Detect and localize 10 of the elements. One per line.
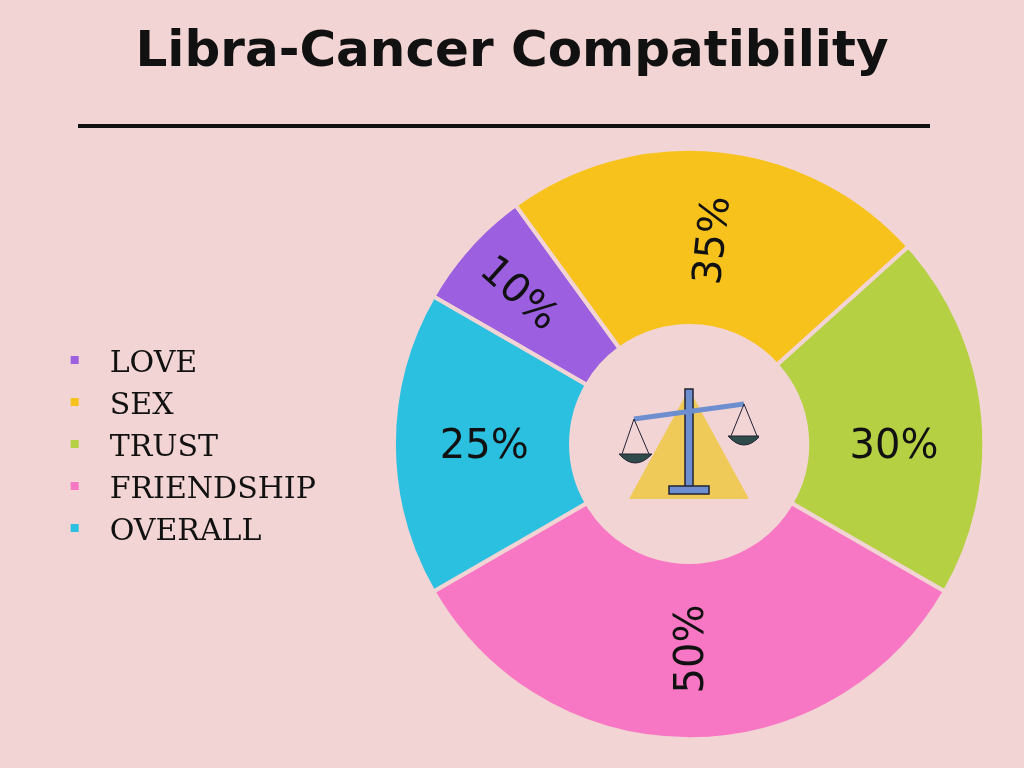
legend-label: OVERALL xyxy=(109,511,262,547)
data-label: 50% xyxy=(666,604,713,694)
data-label: 30% xyxy=(849,421,939,467)
data-label: 35% xyxy=(683,193,739,287)
legend-label: LOVE xyxy=(109,343,198,379)
data-label: 25% xyxy=(439,421,529,467)
chart-title: Libra-Cancer Compatibility xyxy=(135,19,889,78)
legend-label: SEX xyxy=(109,385,175,421)
legend-label: TRUST xyxy=(109,427,219,463)
legend-label: FRIENDSHIP xyxy=(109,469,316,505)
